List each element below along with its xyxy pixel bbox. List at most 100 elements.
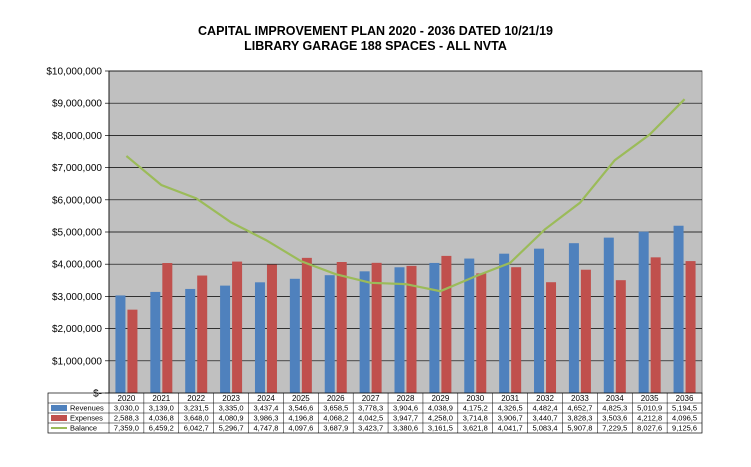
category-label: 2025 [292,394,310,403]
bar-expenses [511,267,522,393]
category-label: 2029 [431,394,449,403]
chart-title-block: CAPITAL IMPROVEMENT PLAN 2020 - 2036 DAT… [0,24,751,54]
table-cell: 4,825,3 [602,404,627,413]
table-cell: 3,139,0 [149,404,174,413]
y-tick-label: $8,000,000 [52,131,102,142]
bar-expenses [476,273,487,393]
table-cell: 3,658,5 [323,404,348,413]
bar-expenses [441,255,452,393]
bar-expenses [580,269,591,393]
table-cell: 3,231,5 [184,404,209,413]
bar-revenues [115,295,126,393]
table-cell: 5,194,5 [672,404,697,413]
bar-revenues [603,237,614,393]
category-label: 2035 [641,394,659,403]
bar-revenues [534,248,545,393]
category-label: 2028 [397,394,415,403]
category-label: 2024 [257,394,275,403]
table-cell: 3,986,3 [253,414,278,423]
bar-expenses [127,309,138,393]
bar-expenses [685,261,696,393]
category-label: 2030 [466,394,484,403]
table-cell: 4,482,4 [533,404,558,413]
table-cell: 3,621,8 [463,424,488,433]
bar-revenues [429,262,440,393]
bar-revenues [464,258,475,393]
table-cell: 8,027,6 [637,424,662,433]
table-cell: 4,326,5 [498,404,523,413]
bar-revenues [499,253,510,393]
table-cell: 5,083,4 [533,424,558,433]
category-label: 2022 [187,394,205,403]
bar-revenues [638,231,649,393]
table-cell: 7,359,0 [114,424,139,433]
y-tick-label: $- [93,389,102,400]
y-tick-label: $7,000,000 [52,163,102,174]
table-cell: 9,125,6 [672,424,697,433]
table-cell: 5,010,9 [637,404,662,413]
bar-expenses [301,257,312,393]
table-cell: 3,546,6 [288,404,313,413]
line-balance [125,98,686,293]
table-cell: 3,161,5 [428,424,453,433]
table-cell: 3,423,7 [358,424,383,433]
bar-revenues [185,288,196,393]
category-label: 2021 [152,394,170,403]
table-cell: 4,068,2 [323,414,348,423]
table-cell: 3,778,3 [358,404,383,413]
table-cell: 3,440,7 [533,414,558,423]
table-cell: 3,437,4 [253,404,278,413]
bar-revenues [359,271,370,393]
category-label: 2031 [501,394,519,403]
bar-expenses [546,282,557,393]
table-cell: 6,042,7 [184,424,209,433]
bar-revenues [150,291,161,393]
table-cell: 3,030,0 [114,404,139,413]
bar-expenses [266,264,277,393]
legend-label: Balance [70,424,97,433]
table-cell: 4,080,9 [219,414,244,423]
table-cell: 5,907,8 [567,424,592,433]
category-label: 2020 [118,394,136,403]
bar-revenues [220,285,231,393]
y-tick-label: $1,000,000 [52,356,102,367]
table-cell: 4,097,6 [288,424,313,433]
bar-expenses [162,263,173,393]
category-label: 2023 [222,394,240,403]
y-tick-label: $9,000,000 [52,99,102,110]
category-label: 2034 [606,394,624,403]
table-cell: 3,380,6 [393,424,418,433]
table-cell: 4,042,5 [358,414,383,423]
bar-expenses [336,262,347,393]
y-tick-label: $2,000,000 [52,324,102,335]
table-cell: 4,038,9 [428,404,453,413]
table-cell: 3,648,0 [184,414,209,423]
table-cell: 3,714,8 [463,414,488,423]
table-cell: 2,588,3 [114,414,139,423]
bar-revenues [673,225,684,393]
category-label: 2026 [327,394,345,403]
table-cell: 6,459,2 [149,424,174,433]
legend-label: Expenses [70,414,103,423]
category-label: 2032 [536,394,554,403]
chart-subtitle: LIBRARY GARAGE 188 SPACES - ALL NVTA [244,39,507,53]
legend-key-revenues [51,405,67,411]
table-cell: 5,296,7 [219,424,244,433]
bar-revenues [568,243,579,393]
chart-title: CAPITAL IMPROVEMENT PLAN 2020 - 2036 DAT… [198,24,553,38]
bar-revenues [324,275,335,393]
y-tick-label: $4,000,000 [52,260,102,271]
bar-expenses [406,265,417,393]
y-tick-label: $10,000,000 [46,67,102,78]
table-cell: 3,904,6 [393,404,418,413]
table-cell: 4,175,2 [463,404,488,413]
table-cell: 4,036,8 [149,414,174,423]
bar-expenses [615,280,626,393]
table-cell: 3,828,3 [567,414,592,423]
table-cell: 4,212,8 [637,414,662,423]
category-label: 2036 [676,394,694,403]
bar-revenues [289,278,300,393]
bar-expenses [197,275,208,393]
table-cell: 4,041,7 [498,424,523,433]
